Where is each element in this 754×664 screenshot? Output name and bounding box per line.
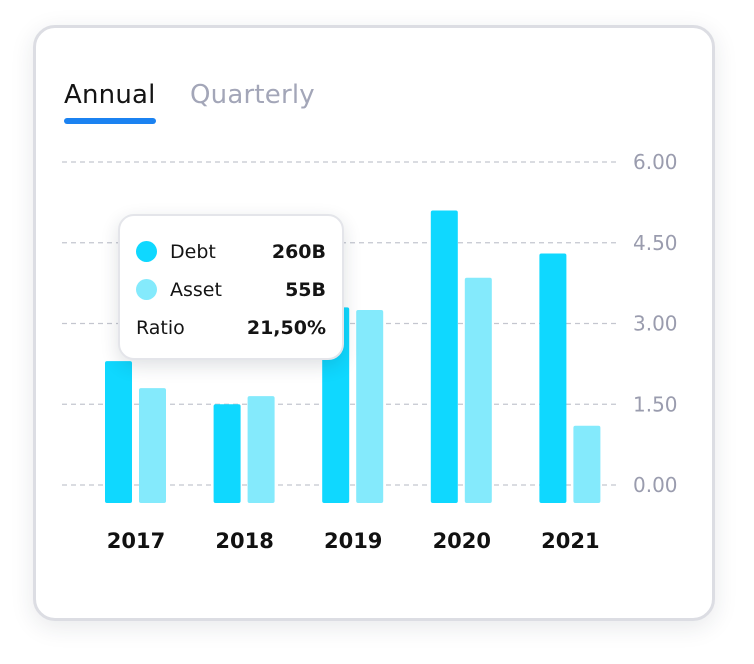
tooltip-debt-label: Debt xyxy=(170,241,216,263)
tab-quarterly[interactable]: Quarterly xyxy=(190,80,315,110)
asset-bar-2019 xyxy=(356,310,384,503)
x-tick-label: 2020 xyxy=(433,529,491,553)
debt-bar-2020 xyxy=(430,210,458,503)
asset-legend-dot xyxy=(136,279,157,300)
x-tick-label: 2018 xyxy=(215,529,273,553)
tooltip-ratio-label: Ratio xyxy=(136,317,185,339)
asset-bar-2021 xyxy=(573,425,601,503)
tooltip-asset-label: Asset xyxy=(170,279,222,301)
y-tick-label: 1.50 xyxy=(633,392,678,416)
chart-tooltip: Debt 260B Asset 55B Ratio 21,50% xyxy=(118,214,344,360)
asset-bar-2017 xyxy=(139,388,166,503)
tooltip-row-debt: Debt 260B xyxy=(136,238,326,266)
debt-bar-2018 xyxy=(213,404,241,503)
y-tick-label: 6.00 xyxy=(633,150,678,174)
tooltip-ratio-value: 21,50% xyxy=(246,317,326,339)
debt-bar-2017 xyxy=(105,361,132,503)
asset-bar-2018 xyxy=(247,396,275,503)
debt-legend-dot xyxy=(136,241,157,262)
tooltip-debt-value: 260B xyxy=(271,241,326,263)
x-tick-label: 2021 xyxy=(541,529,599,553)
debt-bar-2021 xyxy=(539,253,567,503)
y-tick-label: 0.00 xyxy=(633,473,678,497)
y-tick-label: 4.50 xyxy=(633,231,678,255)
tab-annual[interactable]: Annual xyxy=(64,80,156,110)
y-tick-label: 3.00 xyxy=(633,312,678,336)
tooltip-row-ratio: Ratio 21,50% xyxy=(136,314,326,342)
asset-bar-2020 xyxy=(464,277,492,503)
x-tick-label: 2017 xyxy=(107,529,165,553)
active-tab-indicator xyxy=(64,118,156,124)
tooltip-asset-value: 55B xyxy=(285,279,326,301)
x-tick-label: 2019 xyxy=(324,529,382,553)
tooltip-row-asset: Asset 55B xyxy=(136,276,326,304)
